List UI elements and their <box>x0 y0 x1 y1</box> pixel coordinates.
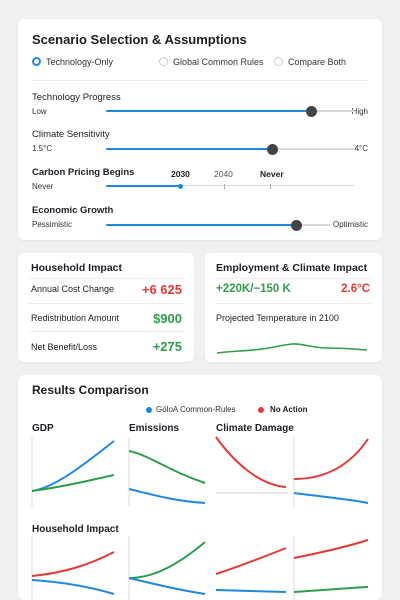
employment-climate-card: Employment & Climate Impact +220K/−150 K… <box>205 253 382 362</box>
series-line <box>31 474 115 492</box>
divider <box>28 303 184 304</box>
series-line <box>215 589 287 593</box>
divider <box>28 331 184 332</box>
slider-label: Technology Progress <box>32 92 121 103</box>
radio-empty-icon <box>274 57 283 66</box>
legend-label: GöloA Common-Rules <box>156 405 236 414</box>
temperature-value: 2.6°C <box>341 283 370 295</box>
legend-dot-icon <box>258 407 264 413</box>
radio-technology-only[interactable]: Technology-Only <box>32 55 182 69</box>
panel-title-climate-damage: Climate Damage <box>216 423 294 434</box>
slider-label: Carbon Pricing Begins <box>32 167 135 178</box>
annual-cost-value: +6 625 <box>141 282 182 297</box>
slider-tick <box>270 183 271 189</box>
economic-growth-slider[interactable] <box>106 219 330 231</box>
household-mini-chart <box>31 536 115 600</box>
slider-thumb[interactable] <box>177 183 183 189</box>
scenario-title: Scenario Selection & Assumptions <box>32 32 247 47</box>
radio-empty-icon <box>159 57 168 66</box>
legend-dot-icon <box>146 407 152 413</box>
radio-label: Compare Both <box>288 56 347 67</box>
slider-min-label: Never <box>32 182 54 191</box>
panel-title-household-impact: Household Impact <box>32 524 119 535</box>
slider-min-label: Pessimistic <box>32 220 73 229</box>
series-line <box>128 541 206 579</box>
slider-label: Climate Sensitivity <box>32 129 110 140</box>
radio-label: Technology-Only <box>46 56 114 67</box>
slider-min-label: 1.5°C <box>32 144 53 153</box>
divider <box>215 278 372 279</box>
slider-min-label: Low <box>32 107 47 116</box>
divider <box>32 80 368 81</box>
slider-tick <box>224 183 225 189</box>
row-label: Annual Cost Change <box>31 284 115 294</box>
radio-global-common-rules[interactable]: Global Common Rules <box>159 55 269 69</box>
redistribution-value: $900 <box>153 311 182 326</box>
panel-title-emissions: Emissions <box>129 423 180 434</box>
row-label: Net Benefit/Loss <box>31 342 98 352</box>
temperature-label: Projected Temperature in 2100 <box>216 313 339 323</box>
results-card: Results Comparison GöloA Common-Rules No… <box>18 375 382 600</box>
climate-sensitivity-slider[interactable] <box>106 143 354 155</box>
sparkline-path <box>216 343 368 354</box>
legend-item-common-rules: GöloA Common-Rules <box>146 404 256 416</box>
series-line <box>215 547 287 575</box>
slider-thumb[interactable] <box>290 219 302 231</box>
temperature-sparkline <box>216 343 368 354</box>
slider-max-label: Optimistic <box>332 220 368 229</box>
slider-max-label: 4°C <box>354 144 368 153</box>
carbon-pricing-slider[interactable] <box>106 183 354 189</box>
household-title: Household Impact <box>31 262 123 274</box>
divider <box>215 303 372 304</box>
gdp-mini-chart <box>31 437 115 507</box>
slider-label: Economic Growth <box>32 205 114 216</box>
results-title: Results Comparison <box>32 383 149 397</box>
legend-label: No Action <box>270 405 308 414</box>
row-label: Redistribution Amount <box>31 313 120 323</box>
series-line <box>215 436 287 488</box>
jobs-value: +220K/−150 K <box>216 283 291 295</box>
household-damage-mini-chart-1 <box>215 547 287 593</box>
series-line <box>31 579 115 595</box>
radio-compare-both[interactable]: Compare Both <box>274 55 364 69</box>
slider-thumb[interactable] <box>306 105 318 117</box>
employment-title: Employment & Climate Impact <box>216 262 368 274</box>
series-line <box>293 438 369 480</box>
slider-fill <box>106 224 297 226</box>
household-damage-mini-chart-2 <box>293 536 369 600</box>
radio-selected-icon <box>32 57 41 66</box>
scenario-card: Scenario Selection & Assumptions Technol… <box>18 19 382 240</box>
slider-fill <box>106 185 181 187</box>
emissions-mini-chart <box>128 437 206 507</box>
series-line <box>293 492 369 504</box>
series-line <box>293 539 369 559</box>
net-benefit-value: +275 <box>152 339 182 354</box>
carbon-mark-never[interactable]: Never <box>260 169 284 179</box>
household-impact-card: Household Impact Annual Cost Change +6 6… <box>18 253 194 362</box>
slider-max-label: High <box>351 107 368 116</box>
carbon-mark-2030[interactable]: 2030 <box>171 169 190 179</box>
slider-thumb[interactable] <box>266 143 278 155</box>
panel-title-gdp: GDP <box>32 423 54 434</box>
legend-item-no-action: No Action <box>258 404 328 416</box>
slider-fill <box>106 110 312 112</box>
radio-label: Global Common Rules <box>173 56 264 67</box>
technology-progress-slider[interactable] <box>106 105 354 117</box>
series-line <box>128 488 206 504</box>
climate-damage-mini-chart-2 <box>293 437 369 507</box>
series-line <box>128 577 206 595</box>
series-line <box>31 551 115 577</box>
climate-damage-mini-chart-1 <box>215 436 288 494</box>
slider-fill <box>106 148 273 150</box>
series-line <box>128 450 206 484</box>
carbon-mark-2040[interactable]: 2040 <box>214 169 233 179</box>
household-emissions-mini-chart <box>128 536 206 600</box>
divider <box>28 278 184 279</box>
series-line <box>293 586 369 593</box>
